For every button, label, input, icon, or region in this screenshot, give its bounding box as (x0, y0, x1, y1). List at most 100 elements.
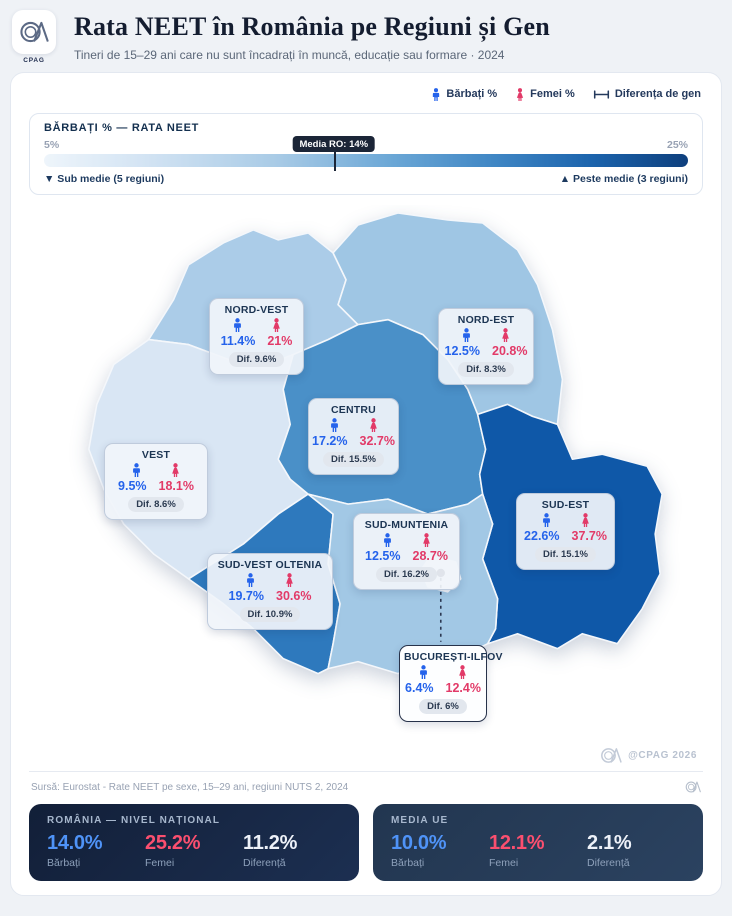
diff-badge: Dif. 6% (419, 699, 467, 714)
female-icon (515, 88, 525, 101)
region-card-sud-muntenia: SUD-MUNTENIA 12.5% 28.7% Dif. 16.2% (353, 513, 460, 590)
diff-badge: Dif. 9.6% (228, 352, 285, 367)
watermark-text: @CPAG 2026 (628, 750, 697, 761)
stat-female: 12.1% Femei (489, 832, 587, 869)
female-value: 37.7% (571, 529, 607, 543)
male-value: 12.5% (444, 344, 480, 358)
male-icon (541, 513, 552, 527)
cpag-monogram-icon (600, 746, 622, 765)
female-icon (368, 418, 379, 432)
diff-badge: Dif. 15.1% (535, 547, 596, 562)
legend-gap-label: Diferența de gen (614, 88, 701, 100)
male-icon (232, 318, 243, 332)
summary-title: MEDIA UE (391, 815, 449, 826)
map-area: NORD-VEST 11.4% 21% Dif. 9.6% NORD-EST 12… (29, 205, 703, 767)
region-card-centru: CENTRU 17.2% 32.7% Dif. 15.5% (308, 398, 399, 475)
stat-value: 12.1% (489, 832, 545, 854)
legend-item-female: Femei % (515, 88, 575, 101)
male-value: 6.4% (405, 681, 434, 695)
region-name: NORD-EST (457, 314, 515, 326)
male-icon (329, 418, 340, 432)
stat-label: Bărbați (391, 857, 425, 869)
region-card-nord-vest: NORD-VEST 11.4% 21% Dif. 9.6% (209, 298, 304, 375)
stat-label: Diferență (587, 857, 630, 869)
legend-female-label: Femei % (530, 88, 575, 100)
region-name: SUD-EST (541, 499, 590, 511)
media-ro-badge: Media RO: 14% (292, 136, 376, 152)
region-card-sud-vest-oltenia: SUD-VEST OLTENIA 19.7% 30.6% Dif. 10.9% (207, 553, 333, 630)
summary-card-romania: ROMÂNIA — NIVEL NAȚIONAL 14.0% Bărbați 2… (29, 804, 359, 881)
legend-male-label: Bărbați % (446, 88, 498, 100)
male-value: 9.5% (118, 479, 147, 493)
male-icon (131, 463, 142, 477)
region-card-sud-est: SUD-EST 22.6% 37.7% Dif. 15.1% (516, 493, 615, 570)
stat-value: 11.2% (243, 832, 298, 854)
source-text: Sursă: Eurostat - Rate NEET pe sexe, 15–… (31, 781, 349, 793)
source-row: Sursă: Eurostat - Rate NEET pe sexe, 15–… (29, 771, 703, 804)
region-card-nord-est: NORD-EST 12.5% 20.8% Dif. 8.3% (438, 308, 534, 385)
female-icon (421, 533, 432, 547)
color-scale-box: BĂRBAȚI % — RATA NEET 5% Media RO: 14% 2… (29, 113, 703, 195)
male-value: 22.6% (524, 529, 560, 543)
female-icon (457, 665, 468, 679)
region-card-bucuresti-ilfov: BUCUREȘTI-ILFOV 6.4% 12.4% Dif. 6% (399, 645, 503, 722)
stat-diff: 2.1% Diferență (587, 832, 685, 869)
stat-diff: 11.2% Diferență (243, 832, 341, 869)
male-value: 19.7% (228, 589, 264, 603)
legend-item-male: Bărbați % (431, 88, 497, 101)
female-icon (271, 318, 282, 332)
male-icon (461, 328, 472, 342)
female-value: 18.1% (158, 479, 194, 493)
brand-logo-box (12, 10, 56, 54)
male-icon (382, 533, 393, 547)
page-header: CPAG Rata NEET în România pe Regiuni și … (0, 0, 732, 72)
diff-badge: Dif. 10.9% (239, 607, 301, 622)
stat-label: Bărbați (47, 857, 81, 869)
diff-badge: Dif. 8.6% (128, 497, 184, 512)
summary-title: ROMÂNIA — NIVEL NAȚIONAL (47, 815, 221, 826)
legend: Bărbați % Femei % Diferența de gen (31, 85, 701, 103)
stat-value: 25.2% (145, 832, 201, 854)
gender-gap-icon (593, 89, 609, 99)
stat-value: 14.0% (47, 832, 103, 854)
region-name: NORD-VEST (224, 304, 289, 316)
region-name: BUCUREȘTI-ILFOV (404, 651, 503, 663)
female-value: 30.6% (276, 589, 312, 603)
region-name: CENTRU (331, 404, 376, 416)
chart-panel: Bărbați % Femei % Diferența de gen BĂRBA… (10, 72, 722, 896)
watermark: @CPAG 2026 (600, 746, 697, 765)
region-name: SUD-MUNTENIA (364, 519, 449, 531)
brand-logo: CPAG (8, 10, 60, 64)
region-card-vest: VEST 9.5% 18.1% Dif. 8.6% (104, 443, 208, 520)
region-name: SUD-VEST OLTENIA (217, 559, 323, 571)
brand-logo-label: CPAG (23, 57, 45, 64)
scale-max-label: 25% (666, 139, 688, 151)
cpag-monogram-icon (685, 780, 701, 794)
scale-axis: 5% Media RO: 14% 25% (44, 136, 688, 152)
media-ro-tick (333, 150, 336, 171)
page-title: Rata NEET în România pe Regiuni și Gen (74, 12, 550, 41)
female-value: 20.8% (492, 344, 528, 358)
scale-gradient-bar (44, 150, 688, 171)
below-average-label: ▼ Sub medie (5 regiuni) (44, 173, 165, 185)
male-value: 17.2% (312, 434, 348, 448)
stat-male: 10.0% Bărbați (391, 832, 489, 869)
female-icon (580, 513, 591, 527)
diff-badge: Dif. 8.3% (458, 362, 514, 377)
scale-min-label: 5% (44, 139, 60, 151)
stat-male: 14.0% Bărbați (47, 832, 145, 869)
female-icon (170, 463, 181, 477)
region-name: VEST (141, 449, 171, 461)
male-value: 11.4% (220, 334, 256, 348)
legend-item-gap: Diferența de gen (593, 88, 701, 100)
stat-label: Femei (489, 857, 519, 869)
male-value: 12.5% (365, 549, 401, 563)
stat-label: Femei (145, 857, 175, 869)
summary-card-eu: MEDIA UE 10.0% Bărbați 12.1% Femei 2.1% … (373, 804, 703, 881)
female-value: 28.7% (412, 549, 448, 563)
male-icon (245, 573, 256, 587)
male-icon (418, 665, 429, 679)
scale-title: BĂRBAȚI % — RATA NEET (44, 122, 200, 134)
stat-label: Diferență (243, 857, 286, 869)
page-subtitle: Tineri de 15–29 ani care nu sunt încadra… (74, 48, 505, 62)
